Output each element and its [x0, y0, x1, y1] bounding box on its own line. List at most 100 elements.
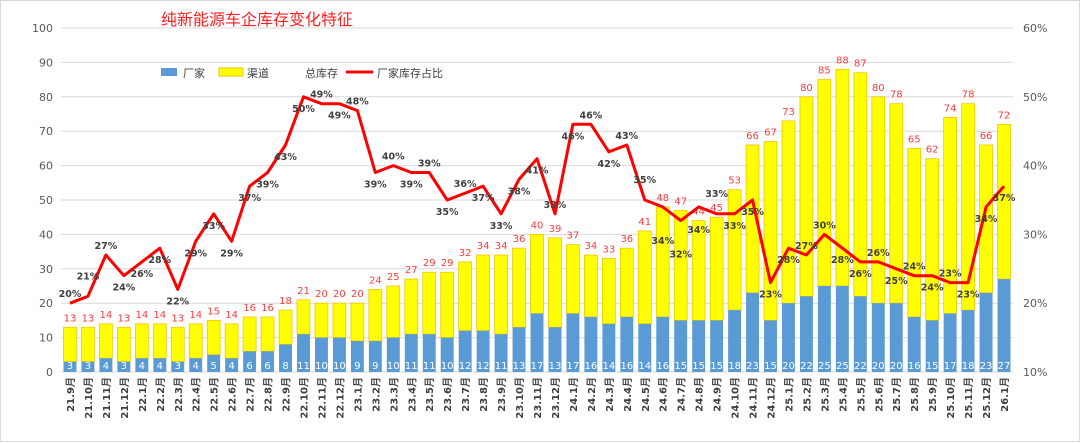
factory-label: 22 [800, 361, 813, 372]
factory-label: 15 [926, 361, 939, 372]
bar-factory [314, 337, 328, 372]
total-label: 45 [710, 203, 723, 214]
factory-label: 22 [854, 361, 867, 372]
ratio-label: 28% [148, 255, 171, 266]
factory-label: 5 [210, 361, 216, 372]
ratio-label: 24% [112, 283, 135, 294]
factory-label: 11 [423, 361, 436, 372]
bar-channel [63, 326, 77, 363]
total-label: 62 [926, 145, 939, 156]
x-tick-label: 24.7月 [676, 377, 688, 412]
bar-factory [979, 292, 993, 372]
bar-channel [943, 117, 957, 314]
factory-label: 4 [139, 361, 145, 372]
y-tick-label: 40 [39, 228, 53, 241]
y-tick-label: 20 [39, 297, 53, 310]
bar-factory [494, 334, 508, 372]
y-tick-label: 30 [39, 263, 53, 276]
factory-label: 17 [944, 361, 957, 372]
x-tick-label: 25.12月 [981, 377, 993, 419]
ratio-label: 26% [849, 269, 872, 280]
total-label: 78 [962, 90, 975, 101]
legend-swatch-factory [161, 68, 177, 76]
bar-factory [440, 337, 454, 372]
factory-label: 10 [333, 361, 346, 372]
bar-channel [117, 326, 131, 363]
x-tick-label: 25.10月 [945, 377, 957, 419]
x-tick-label: 24.12月 [766, 377, 778, 419]
ratio-label: 43% [274, 152, 297, 163]
bar-channel [476, 254, 490, 332]
total-label: 14 [225, 310, 238, 321]
x-tick-label: 22.7月 [245, 377, 257, 412]
total-label: 14 [153, 310, 166, 321]
total-label: 34 [495, 241, 508, 252]
total-label: 29 [423, 258, 436, 269]
bar-factory [512, 327, 526, 372]
total-label: 72 [998, 110, 1011, 121]
ratio-label: 36% [454, 179, 477, 190]
ratio-label: 39% [400, 179, 423, 190]
x-tick-label: 24.1月 [568, 377, 580, 412]
legend-label-ratio: 厂家库存占比 [377, 66, 443, 80]
ratio-label: 28% [777, 255, 800, 266]
factory-label: 11 [405, 361, 418, 372]
bar-channel [242, 316, 257, 352]
ratio-label: 23% [759, 290, 782, 301]
factory-label: 4 [157, 361, 163, 372]
x-tick-label: 22.4月 [191, 377, 203, 412]
ratio-label: 41% [526, 166, 549, 177]
total-label: 16 [243, 303, 256, 314]
total-label: 40 [531, 220, 544, 231]
ratio-label: 21% [77, 271, 100, 282]
bar-factory [386, 337, 400, 372]
factory-label: 12 [459, 361, 472, 372]
bar-factory [297, 334, 310, 372]
factory-label: 23 [746, 361, 759, 372]
factory-label: 27 [998, 361, 1011, 372]
ratio-label: 35% [741, 207, 764, 218]
bar-factory [117, 361, 131, 372]
y2-tick-label: 60% [1023, 22, 1047, 35]
ratio-label: 23% [957, 290, 980, 301]
factory-label: 3 [175, 361, 181, 372]
total-label: 36 [620, 234, 633, 245]
factory-label: 15 [764, 361, 777, 372]
bar-channel [152, 323, 167, 359]
x-tick-label: 25.11月 [963, 377, 975, 419]
ratio-label: 37% [993, 193, 1016, 204]
factory-label: 10 [315, 361, 328, 372]
ratio-label: 32% [669, 250, 692, 261]
legend-label-channel: 渠道 [247, 66, 269, 80]
ratio-label: 38% [508, 186, 531, 197]
bar-channel [260, 316, 275, 352]
total-label: 44 [692, 207, 705, 218]
y-tick-label: 80 [39, 91, 53, 104]
total-label: 20 [333, 289, 346, 300]
bar-factory [692, 320, 706, 372]
bar-factory [961, 310, 975, 372]
total-label: 14 [135, 310, 148, 321]
bar-channel [404, 278, 419, 335]
factory-label: 4 [103, 361, 109, 372]
factory-label: 9 [354, 361, 360, 372]
chart-title: 纯新能源车企库存变化特征 [161, 10, 353, 29]
ratio-label: 42% [597, 159, 620, 170]
bar-channel [422, 271, 437, 335]
x-tick-label: 22.3月 [173, 377, 185, 412]
total-label: 36 [513, 234, 526, 245]
total-label: 34 [477, 241, 490, 252]
ratio-label: 49% [310, 90, 333, 101]
bar-channel [530, 233, 544, 314]
ratio-label: 34% [975, 214, 998, 225]
bar-factory [889, 303, 903, 372]
bar-factory [99, 358, 113, 372]
factory-label: 11 [495, 361, 508, 372]
x-tick-label: 22.5月 [209, 377, 221, 412]
factory-label: 3 [85, 361, 91, 372]
factory-label: 25 [836, 361, 849, 372]
total-label: 14 [189, 310, 202, 321]
bar-factory [458, 330, 472, 372]
bar-channel [566, 244, 580, 314]
